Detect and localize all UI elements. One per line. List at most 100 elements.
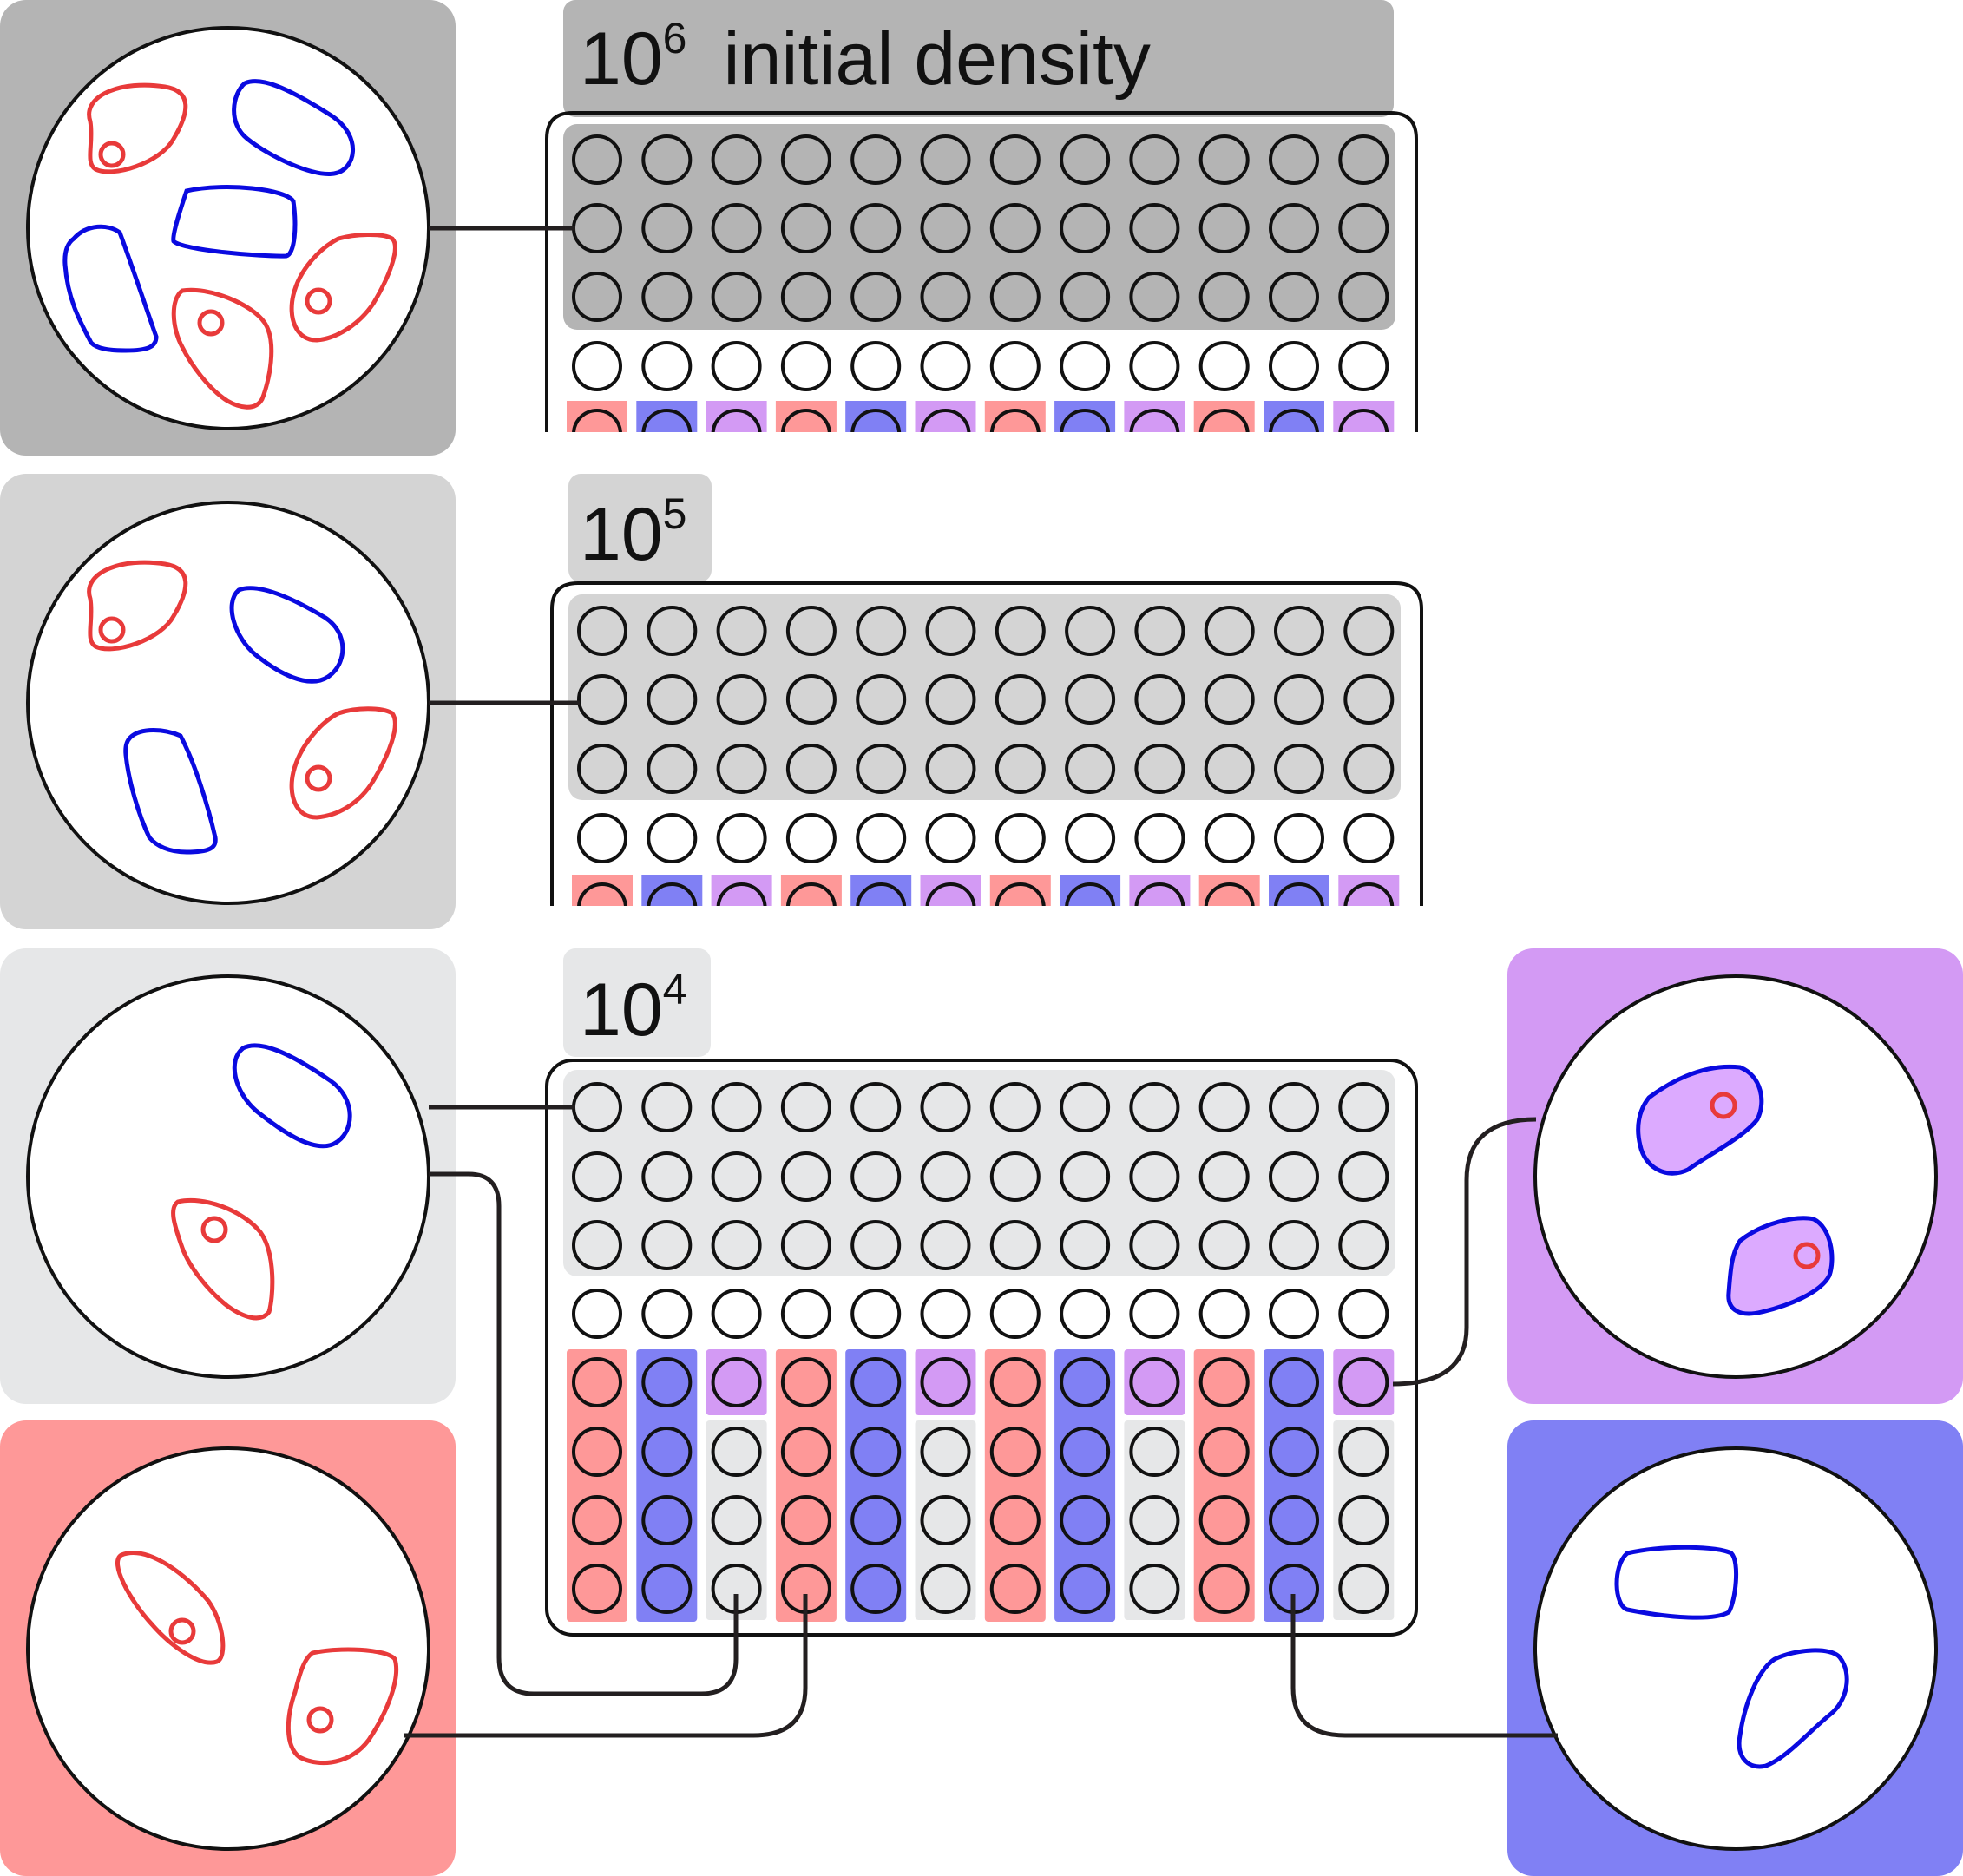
plate-well (572, 1495, 622, 1545)
plate-well (711, 134, 762, 185)
plate-well (1274, 813, 1324, 863)
plate-well (1338, 272, 1389, 322)
blue-column-band (845, 1349, 907, 1622)
plate-well (641, 1564, 693, 1614)
plate-well (1198, 272, 1250, 322)
blue-column-band (1054, 1349, 1116, 1622)
plate-well (1274, 606, 1324, 656)
plate-well (1198, 409, 1250, 432)
plate-well (641, 272, 693, 322)
plate-well (716, 882, 767, 906)
plate-well (1338, 341, 1389, 391)
level-1-plate-highlight (563, 124, 1395, 330)
plate-well (1129, 1220, 1180, 1270)
plate-well (1198, 1564, 1250, 1614)
plate-well (989, 1427, 1041, 1477)
plate-well (1338, 1495, 1389, 1545)
plate-well (1129, 1564, 1180, 1614)
level-1-cells (62, 79, 397, 410)
plate-well (1129, 1082, 1180, 1132)
plate-well (1129, 341, 1180, 391)
plate-well (920, 1495, 971, 1545)
plate-well (647, 882, 698, 906)
plate-well (1198, 1495, 1250, 1545)
plate-well (850, 1151, 902, 1202)
plate-well (850, 1495, 902, 1545)
level-3-label-box (563, 948, 711, 1057)
red-cell (115, 1551, 226, 1665)
purple-sample-dish (1533, 974, 1938, 1379)
red-column-band (775, 1349, 837, 1622)
plate-well (1060, 1564, 1111, 1614)
plate-well (780, 203, 831, 253)
plate-well (1065, 744, 1116, 794)
level-1-label: 106 initial density (580, 14, 1151, 101)
plate-well (1338, 409, 1389, 432)
plate-well (1204, 606, 1255, 656)
plate-well (856, 606, 907, 656)
plate-well (850, 1220, 902, 1270)
plate-well (850, 1564, 902, 1614)
plate-well (572, 203, 622, 253)
plate-well (716, 813, 767, 863)
plate-well (995, 882, 1046, 906)
level-2-label-box (568, 474, 712, 582)
plate-well (1338, 1151, 1389, 1202)
plate-well (785, 606, 837, 656)
plate-well (1338, 1082, 1389, 1132)
plate-well (780, 1151, 831, 1202)
plate-well (989, 1289, 1041, 1339)
plate-well (1269, 1220, 1319, 1270)
plate-well (1343, 606, 1395, 656)
plate-well (1060, 134, 1111, 185)
plate-well (1060, 272, 1111, 322)
plate-well (1269, 1151, 1319, 1202)
plate-well (1060, 341, 1111, 391)
plate-well (1198, 1289, 1250, 1339)
plate-well (1338, 1220, 1389, 1270)
blue-cell (229, 586, 345, 684)
level-2-plate-wells (572, 606, 1400, 906)
purple-column-connector (1392, 1117, 1537, 1387)
plate-well (1204, 882, 1255, 906)
plate-well (647, 813, 698, 863)
plate-well (1204, 813, 1255, 863)
plate-well (1269, 134, 1319, 185)
plate-well (925, 882, 976, 906)
plate-well (989, 272, 1041, 322)
plate-well (1134, 882, 1185, 906)
blue-cell (1736, 1648, 1849, 1769)
plate-well (1198, 203, 1250, 253)
plate-well (711, 1082, 762, 1132)
blue-cell (232, 79, 356, 176)
plate-well (780, 134, 831, 185)
plate-well (641, 341, 693, 391)
level-1-plate-frame (545, 111, 1418, 432)
plate-well (711, 1220, 762, 1270)
plate-well (1269, 1357, 1319, 1407)
plate-well (989, 134, 1041, 185)
plate-well (989, 1220, 1041, 1270)
plate-well (1060, 409, 1111, 432)
blue-sample-cells (1614, 1545, 1849, 1769)
plate-well (1198, 1427, 1250, 1477)
control-column-connector (429, 1171, 739, 1696)
plate-well (1129, 1151, 1180, 1202)
plate-well (711, 1289, 762, 1339)
plate-well (920, 1289, 971, 1339)
plate-well (1134, 813, 1185, 863)
blue-column-connector (1290, 1594, 1558, 1738)
blue-cell (123, 728, 218, 855)
level-3-sample-dish (26, 974, 430, 1379)
plate-well (577, 744, 627, 794)
plate-well (920, 1357, 971, 1407)
plate-well (716, 606, 767, 656)
plate-well (995, 744, 1046, 794)
plate-well (1198, 1220, 1250, 1270)
red-sample-cells (115, 1551, 399, 1766)
plate-well (1060, 1289, 1111, 1339)
plate-well (989, 1357, 1041, 1407)
plate-well (641, 1289, 693, 1339)
plate-well (1129, 203, 1180, 253)
